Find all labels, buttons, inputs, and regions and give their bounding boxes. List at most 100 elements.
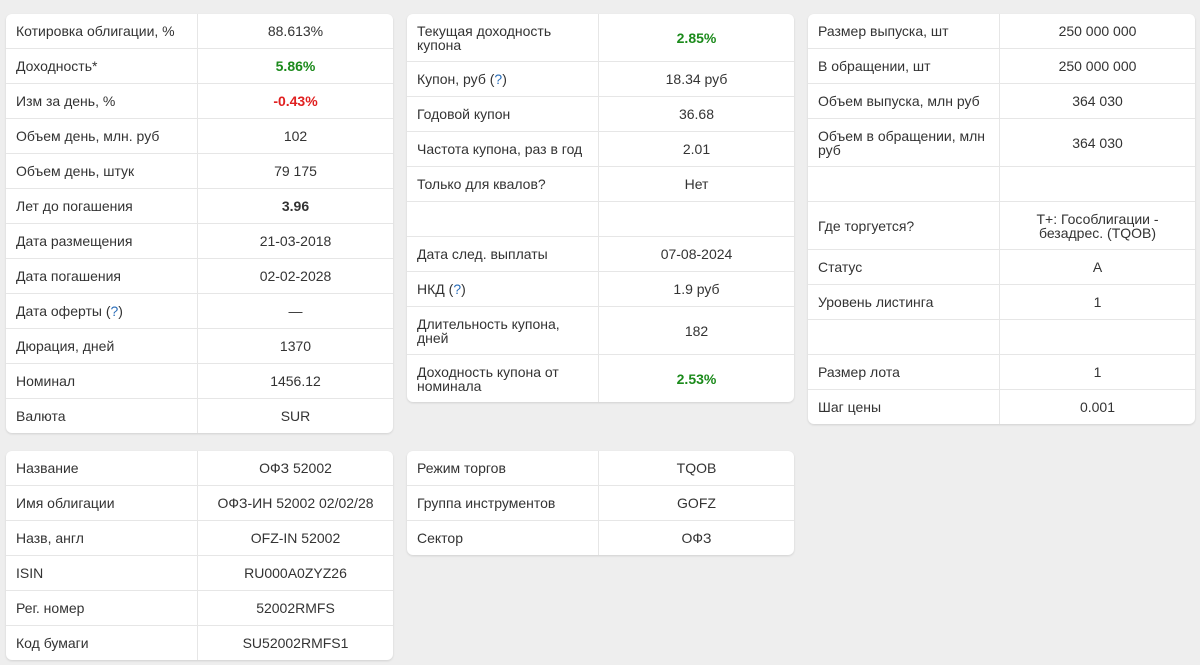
row-value: ОФЗ-ИН 52002 02/02/28 (217, 495, 374, 511)
row-label: Дата погашения (6, 259, 198, 293)
row-label: Где торгуется? (808, 202, 1000, 249)
table-row: Доходность купона от номинала 2.53% (407, 355, 794, 402)
label-suffix: ) (461, 281, 466, 297)
row-label (407, 202, 599, 236)
table-row (407, 202, 794, 237)
row-label: Группа инструментов (407, 486, 599, 520)
table-row: Номинал 1456.12 (6, 364, 393, 399)
table-row: Только для квалов? Нет (407, 167, 794, 202)
table-row: НКД (?) 1.9 руб (407, 272, 794, 307)
row-label (808, 167, 1000, 201)
row-value: 79 175 (274, 163, 317, 179)
table-row: Длительность купона, дней 182 (407, 307, 794, 355)
coupon-yield-value: 2.53% (676, 370, 717, 387)
row-label: Доходность купона от номинала (407, 355, 599, 402)
table-row: Годовой купон 36.68 (407, 97, 794, 132)
years-to-maturity-value: 3.96 (281, 198, 310, 214)
table-row: ISIN RU000A0ZYZ26 (6, 556, 393, 591)
table-row (808, 320, 1195, 355)
row-value: ОФЗ (681, 530, 712, 546)
table-row (808, 167, 1195, 202)
row-value: 182 (684, 322, 709, 339)
row-value: А (1092, 259, 1103, 275)
row-label: Дата размещения (6, 224, 198, 258)
row-label: Дата оферты (?) (6, 294, 198, 328)
row-label: Размер лота (808, 355, 1000, 389)
label-suffix: ) (502, 71, 507, 87)
row-value: RU000A0ZYZ26 (244, 565, 347, 581)
table-row: Группа инструментов GOFZ (407, 486, 794, 521)
row-value (1000, 320, 1195, 354)
row-value: 1 (1093, 294, 1102, 310)
row-label: Рег. номер (6, 591, 198, 625)
row-label: Годовой купон (407, 97, 599, 131)
table-row: Текущая доходность купона 2.85% (407, 14, 794, 62)
label-suffix: ) (118, 303, 123, 319)
table-row: Дата оферты (?) — (6, 294, 393, 329)
row-value: 18.34 руб (665, 71, 728, 87)
row-value: 1456.12 (270, 373, 321, 389)
yield-value: 5.86% (275, 58, 316, 74)
row-value: 88.613% (267, 23, 324, 39)
table-row: Объем в обращении, млн руб 364 030 (808, 119, 1195, 167)
table-row: Дата размещения 21-03-2018 (6, 224, 393, 259)
row-label: Номинал (6, 364, 198, 398)
row-label: Режим торгов (407, 451, 599, 485)
table-row: Уровень листинга 1 (808, 285, 1195, 320)
row-label: Объем день, млн. руб (6, 119, 198, 153)
row-label: Статус (808, 250, 1000, 284)
row-label: Изм за день, % (6, 84, 198, 118)
row-value: 21-03-2018 (259, 233, 332, 249)
row-value: SUR (280, 408, 311, 424)
row-value: 1.9 руб (673, 281, 720, 297)
row-label: Купон, руб (?) (407, 62, 599, 96)
row-value: 250 000 000 (1058, 58, 1137, 74)
table-row: Назв, англ OFZ-IN 52002 (6, 521, 393, 556)
row-label: Доходность* (6, 49, 198, 83)
table-row: Шаг цены 0.001 (808, 390, 1195, 424)
row-value: 1 (1093, 364, 1102, 380)
row-label: Уровень листинга (808, 285, 1000, 319)
row-label: Валюта (6, 399, 198, 433)
issue-card: Размер выпуска, шт 250 000 000 В обращени… (808, 14, 1195, 424)
row-value: 364 030 (1072, 93, 1123, 109)
row-label: Только для квалов? (407, 167, 599, 201)
table-row: Дата погашения 02-02-2028 (6, 259, 393, 294)
row-value: GOFZ (677, 495, 716, 511)
row-value: OFZ-IN 52002 (250, 530, 341, 546)
table-row: Изм за день, % -0.43% (6, 84, 393, 119)
bond-identifiers-card: Название ОФЗ 52002 Имя облигации ОФЗ-ИН 52… (6, 451, 393, 660)
row-label: Код бумаги (6, 626, 198, 660)
table-row: Частота купона, раз в год 2.01 (407, 132, 794, 167)
table-row: Дюрация, дней 1370 (6, 329, 393, 364)
row-label: Название (6, 451, 198, 485)
row-label: Частота купона, раз в год (407, 132, 599, 166)
row-value (1000, 167, 1195, 201)
table-row: Купон, руб (?) 18.34 руб (407, 62, 794, 97)
table-row: В обращении, шт 250 000 000 (808, 49, 1195, 84)
row-value: 2.01 (682, 141, 711, 157)
row-value: 52002RMFS (256, 600, 335, 616)
row-label: Текущая доходность купона (407, 14, 599, 61)
table-row: Котировка облигации, % 88.613% (6, 14, 393, 49)
table-row: Валюта SUR (6, 399, 393, 433)
day-change-value: -0.43% (273, 93, 318, 109)
row-label: Дата след. выплаты (407, 237, 599, 271)
help-link[interactable]: ? (453, 281, 462, 297)
table-row: Размер лота 1 (808, 355, 1195, 390)
row-value: ОФЗ 52002 (259, 460, 332, 476)
table-row: Доходность* 5.86% (6, 49, 393, 84)
row-value: TQOB (676, 460, 717, 476)
row-value: 1370 (279, 338, 312, 354)
table-row: Объем день, штук 79 175 (6, 154, 393, 189)
help-link[interactable]: ? (494, 71, 503, 87)
table-row: Код бумаги SU52002RMFS1 (6, 626, 393, 660)
row-label: Котировка облигации, % (6, 14, 198, 48)
row-value: 250 000 000 (1058, 23, 1137, 39)
label-text: Дата оферты ( (16, 303, 111, 319)
help-link[interactable]: ? (110, 303, 119, 319)
row-label (808, 320, 1000, 354)
row-label: Объем выпуска, млн руб (808, 84, 1000, 118)
row-value: 07-08-2024 (660, 246, 733, 262)
row-value: 02-02-2028 (259, 268, 332, 284)
